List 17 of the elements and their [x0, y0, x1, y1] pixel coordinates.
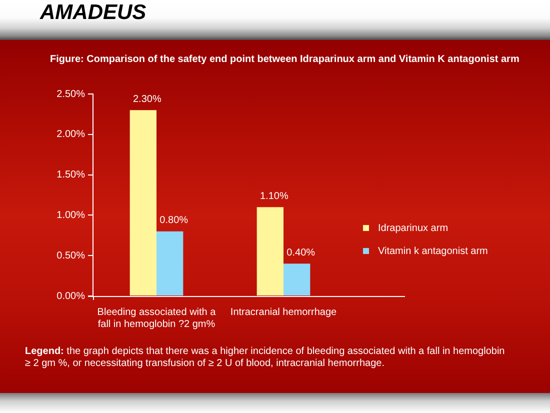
- text: Legend: the graph depicts that there was a higher incidence of bleeding associated with a fall in hemoglobin ≥ 2 gm %, or necessitating transfusion of ≥ 2 U of blood, intracranial hemorrhage.: [25, 346, 506, 370]
- data-label: 2.30%: [132, 94, 162, 105]
- x-tick-label: Intracranial hemorrhage: [230, 306, 338, 318]
- chart-subtitle: Figure: Comparison of the safety end point between Idraparinux arm and Vitamin K antagonist arm: [50, 54, 520, 66]
- y-tick-label: 0.00%: [56, 290, 86, 302]
- y-tick-label: 0.50%: [56, 250, 86, 262]
- legend-label: Vitamin k antagonist arm: [378, 246, 488, 256]
- y-tick-label: 2.00%: [56, 129, 86, 140]
- data-label: 1.10%: [260, 190, 288, 202]
- y-tick-label: 1.50%: [56, 170, 86, 181]
- legend-label: Idraparinux arm: [378, 222, 448, 234]
- y-tick-label: 1.00%: [56, 210, 86, 221]
- data-label: 0.40%: [286, 247, 316, 258]
- y-tick-label: 2.50%: [56, 88, 86, 100]
- data-label: 0.80%: [160, 215, 188, 226]
- x-tick-label: Bleeding associated with a fall in hemoglobin ?2 gm%: [97, 306, 216, 330]
- chart-title: AMADEUS: [40, 1, 146, 25]
